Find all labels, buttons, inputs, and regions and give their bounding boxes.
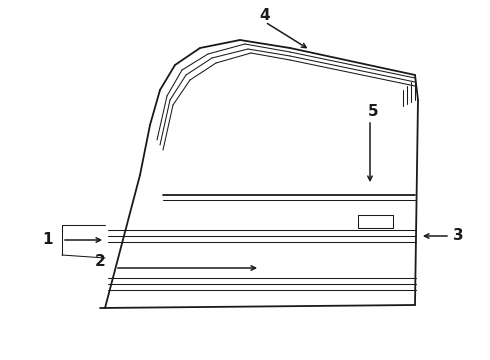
- Text: 5: 5: [368, 104, 378, 120]
- Text: 3: 3: [453, 229, 464, 243]
- Text: 4: 4: [260, 8, 270, 22]
- Text: 2: 2: [95, 253, 105, 269]
- Text: 1: 1: [43, 233, 53, 248]
